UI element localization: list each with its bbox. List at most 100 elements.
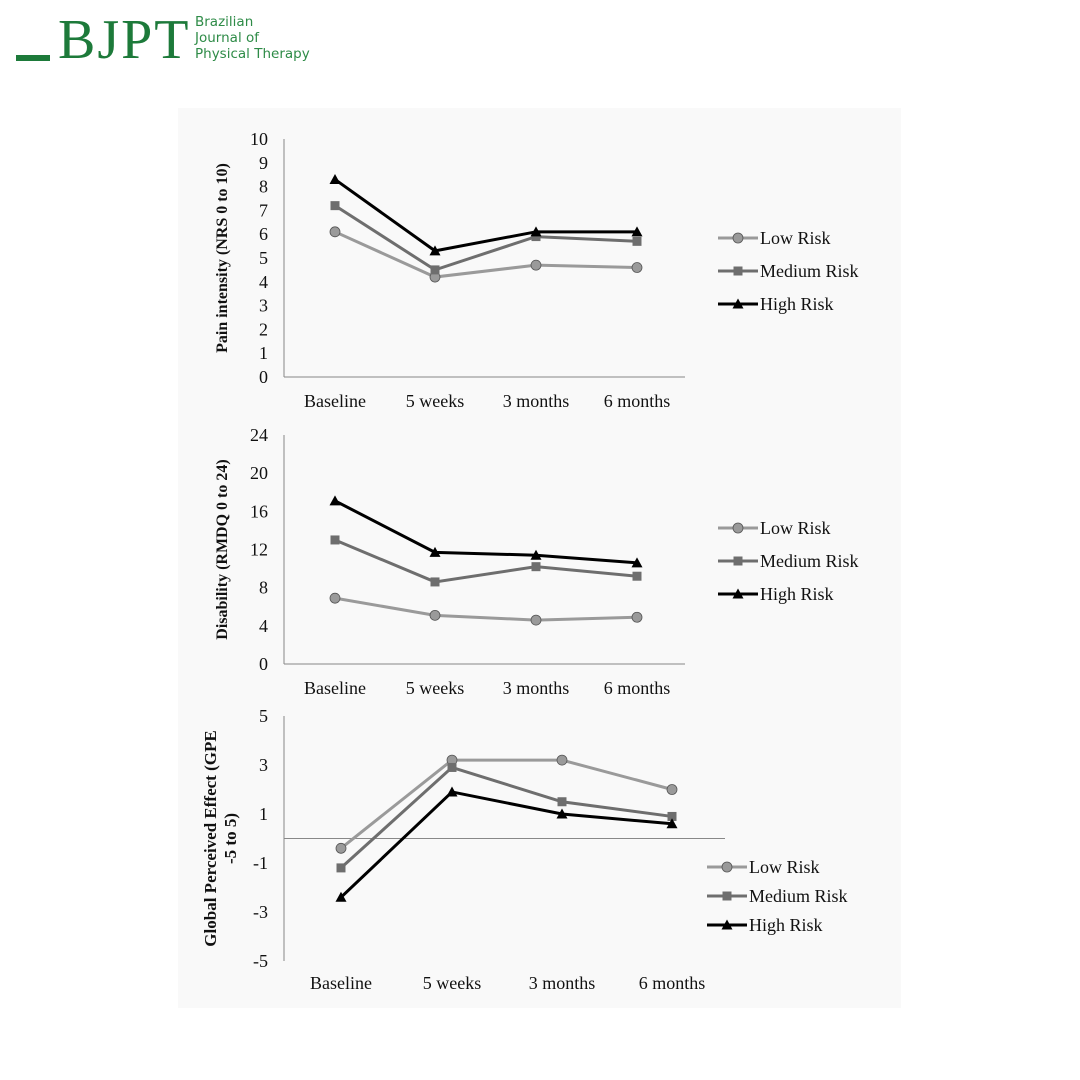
y-tick-label: 8 xyxy=(259,578,268,598)
data-point xyxy=(329,592,341,604)
x-tick-label: 6 months xyxy=(604,391,671,411)
y-tick-label: 1 xyxy=(259,343,268,363)
y-tick-label: 0 xyxy=(259,367,268,387)
y-axis-title: -5 to 5) xyxy=(221,813,240,864)
data-point xyxy=(530,614,542,626)
y-tick-label: 6 xyxy=(259,224,268,244)
legend-label: High Risk xyxy=(760,294,834,314)
legend-marker xyxy=(721,861,733,873)
series-line xyxy=(340,758,673,850)
legend-label: High Risk xyxy=(760,584,834,604)
data-point xyxy=(429,546,441,557)
figure-panel: 0 1 2 3 4 5 6 7 8 9 10 Baseline 5 weeks 3 months 6 mon… xyxy=(178,108,901,1008)
data-point xyxy=(336,863,346,873)
y-tick-label: 12 xyxy=(250,540,268,560)
series-line xyxy=(334,538,638,584)
y-tick-label: 20 xyxy=(250,463,268,483)
y-tick-label: 0 xyxy=(259,654,268,674)
x-tick-label: 3 months xyxy=(503,678,570,698)
data-point xyxy=(556,808,568,819)
legend-label: Medium Risk xyxy=(749,886,848,906)
data-point xyxy=(329,495,341,506)
y-tick-label: 5 xyxy=(259,706,268,726)
legend-marker xyxy=(732,522,744,534)
x-tick-label: 3 months xyxy=(503,391,570,411)
x-tick-label: 3 months xyxy=(529,973,596,993)
y-tick-label: 2 xyxy=(259,319,268,339)
journal-name-line-1: Brazilian xyxy=(195,14,254,30)
y-tick-label: 5 xyxy=(259,248,268,268)
x-tick-label: Baseline xyxy=(310,973,372,993)
y-tick-label: -5 xyxy=(253,951,268,971)
series-line xyxy=(334,230,638,279)
data-point xyxy=(531,562,541,572)
data-point xyxy=(446,786,458,797)
y-tick-label: 24 xyxy=(250,425,268,445)
x-tick-label: 5 weeks xyxy=(423,973,481,993)
data-point xyxy=(329,173,341,184)
data-point xyxy=(335,842,347,854)
y-tick-label: 8 xyxy=(259,177,268,197)
journal-name: Brazilian Journal of Physical Therapy xyxy=(195,14,310,62)
data-point xyxy=(530,226,542,237)
y-tick-label: 16 xyxy=(250,501,268,521)
legend-marker xyxy=(721,919,733,930)
data-point xyxy=(632,571,642,581)
data-point xyxy=(631,262,643,273)
data-point xyxy=(667,811,677,821)
data-point xyxy=(557,797,567,807)
legend-marker xyxy=(733,556,743,566)
data-point xyxy=(631,611,643,623)
y-axis-title: Pain intensity (NRS 0 to 10) xyxy=(214,163,231,353)
legend-label: Low Risk xyxy=(749,857,820,877)
data-point xyxy=(531,232,541,242)
data-point xyxy=(430,265,440,275)
journal-name-line-2: Journal of xyxy=(195,30,259,46)
data-point xyxy=(631,557,643,568)
x-tick-label: 5 weeks xyxy=(406,678,464,698)
legend-marker xyxy=(732,232,744,244)
series-line xyxy=(339,765,673,870)
legend-marker xyxy=(732,298,744,309)
data-point xyxy=(447,762,457,772)
y-tick-label: -3 xyxy=(253,902,268,922)
data-point xyxy=(631,226,643,237)
x-tick-label: 6 months xyxy=(639,973,706,993)
y-tick-label: 4 xyxy=(259,616,268,636)
y-tick-label: 1 xyxy=(259,804,268,824)
data-point xyxy=(429,245,441,256)
data-point xyxy=(330,201,340,211)
x-tick-label: Baseline xyxy=(304,678,366,698)
legend-marker xyxy=(732,588,744,599)
y-tick-label: 7 xyxy=(259,200,268,220)
series-line xyxy=(334,499,638,565)
legend-label: Medium Risk xyxy=(760,551,859,571)
data-point xyxy=(632,236,642,246)
data-point xyxy=(330,535,340,545)
data-point xyxy=(329,226,341,238)
y-axis-title: Global Perceived Effect (GPE xyxy=(201,730,220,946)
y-tick-label: 9 xyxy=(259,153,268,173)
data-point xyxy=(556,754,568,766)
data-point xyxy=(430,577,440,587)
data-point xyxy=(666,818,678,829)
y-tick-label: 3 xyxy=(259,755,268,775)
legend-label: Low Risk xyxy=(760,518,831,538)
legend-label: Medium Risk xyxy=(760,261,859,281)
data-point xyxy=(335,891,347,902)
y-tick-label: -1 xyxy=(253,853,268,873)
logo-letters: BJPT xyxy=(58,9,191,71)
series-line xyxy=(339,790,673,899)
data-point xyxy=(429,609,441,621)
legend-marker xyxy=(733,266,743,276)
legend-label: High Risk xyxy=(749,915,823,935)
data-point xyxy=(666,784,678,795)
legend-label: Low Risk xyxy=(760,228,831,248)
series-line xyxy=(334,204,638,272)
x-tick-label: 5 weeks xyxy=(406,391,464,411)
y-tick-label: 3 xyxy=(259,296,268,316)
data-point xyxy=(530,259,542,271)
y-axis-title: Disability (RMDQ 0 to 24) xyxy=(214,459,231,639)
y-tick-label: 10 xyxy=(250,129,268,149)
